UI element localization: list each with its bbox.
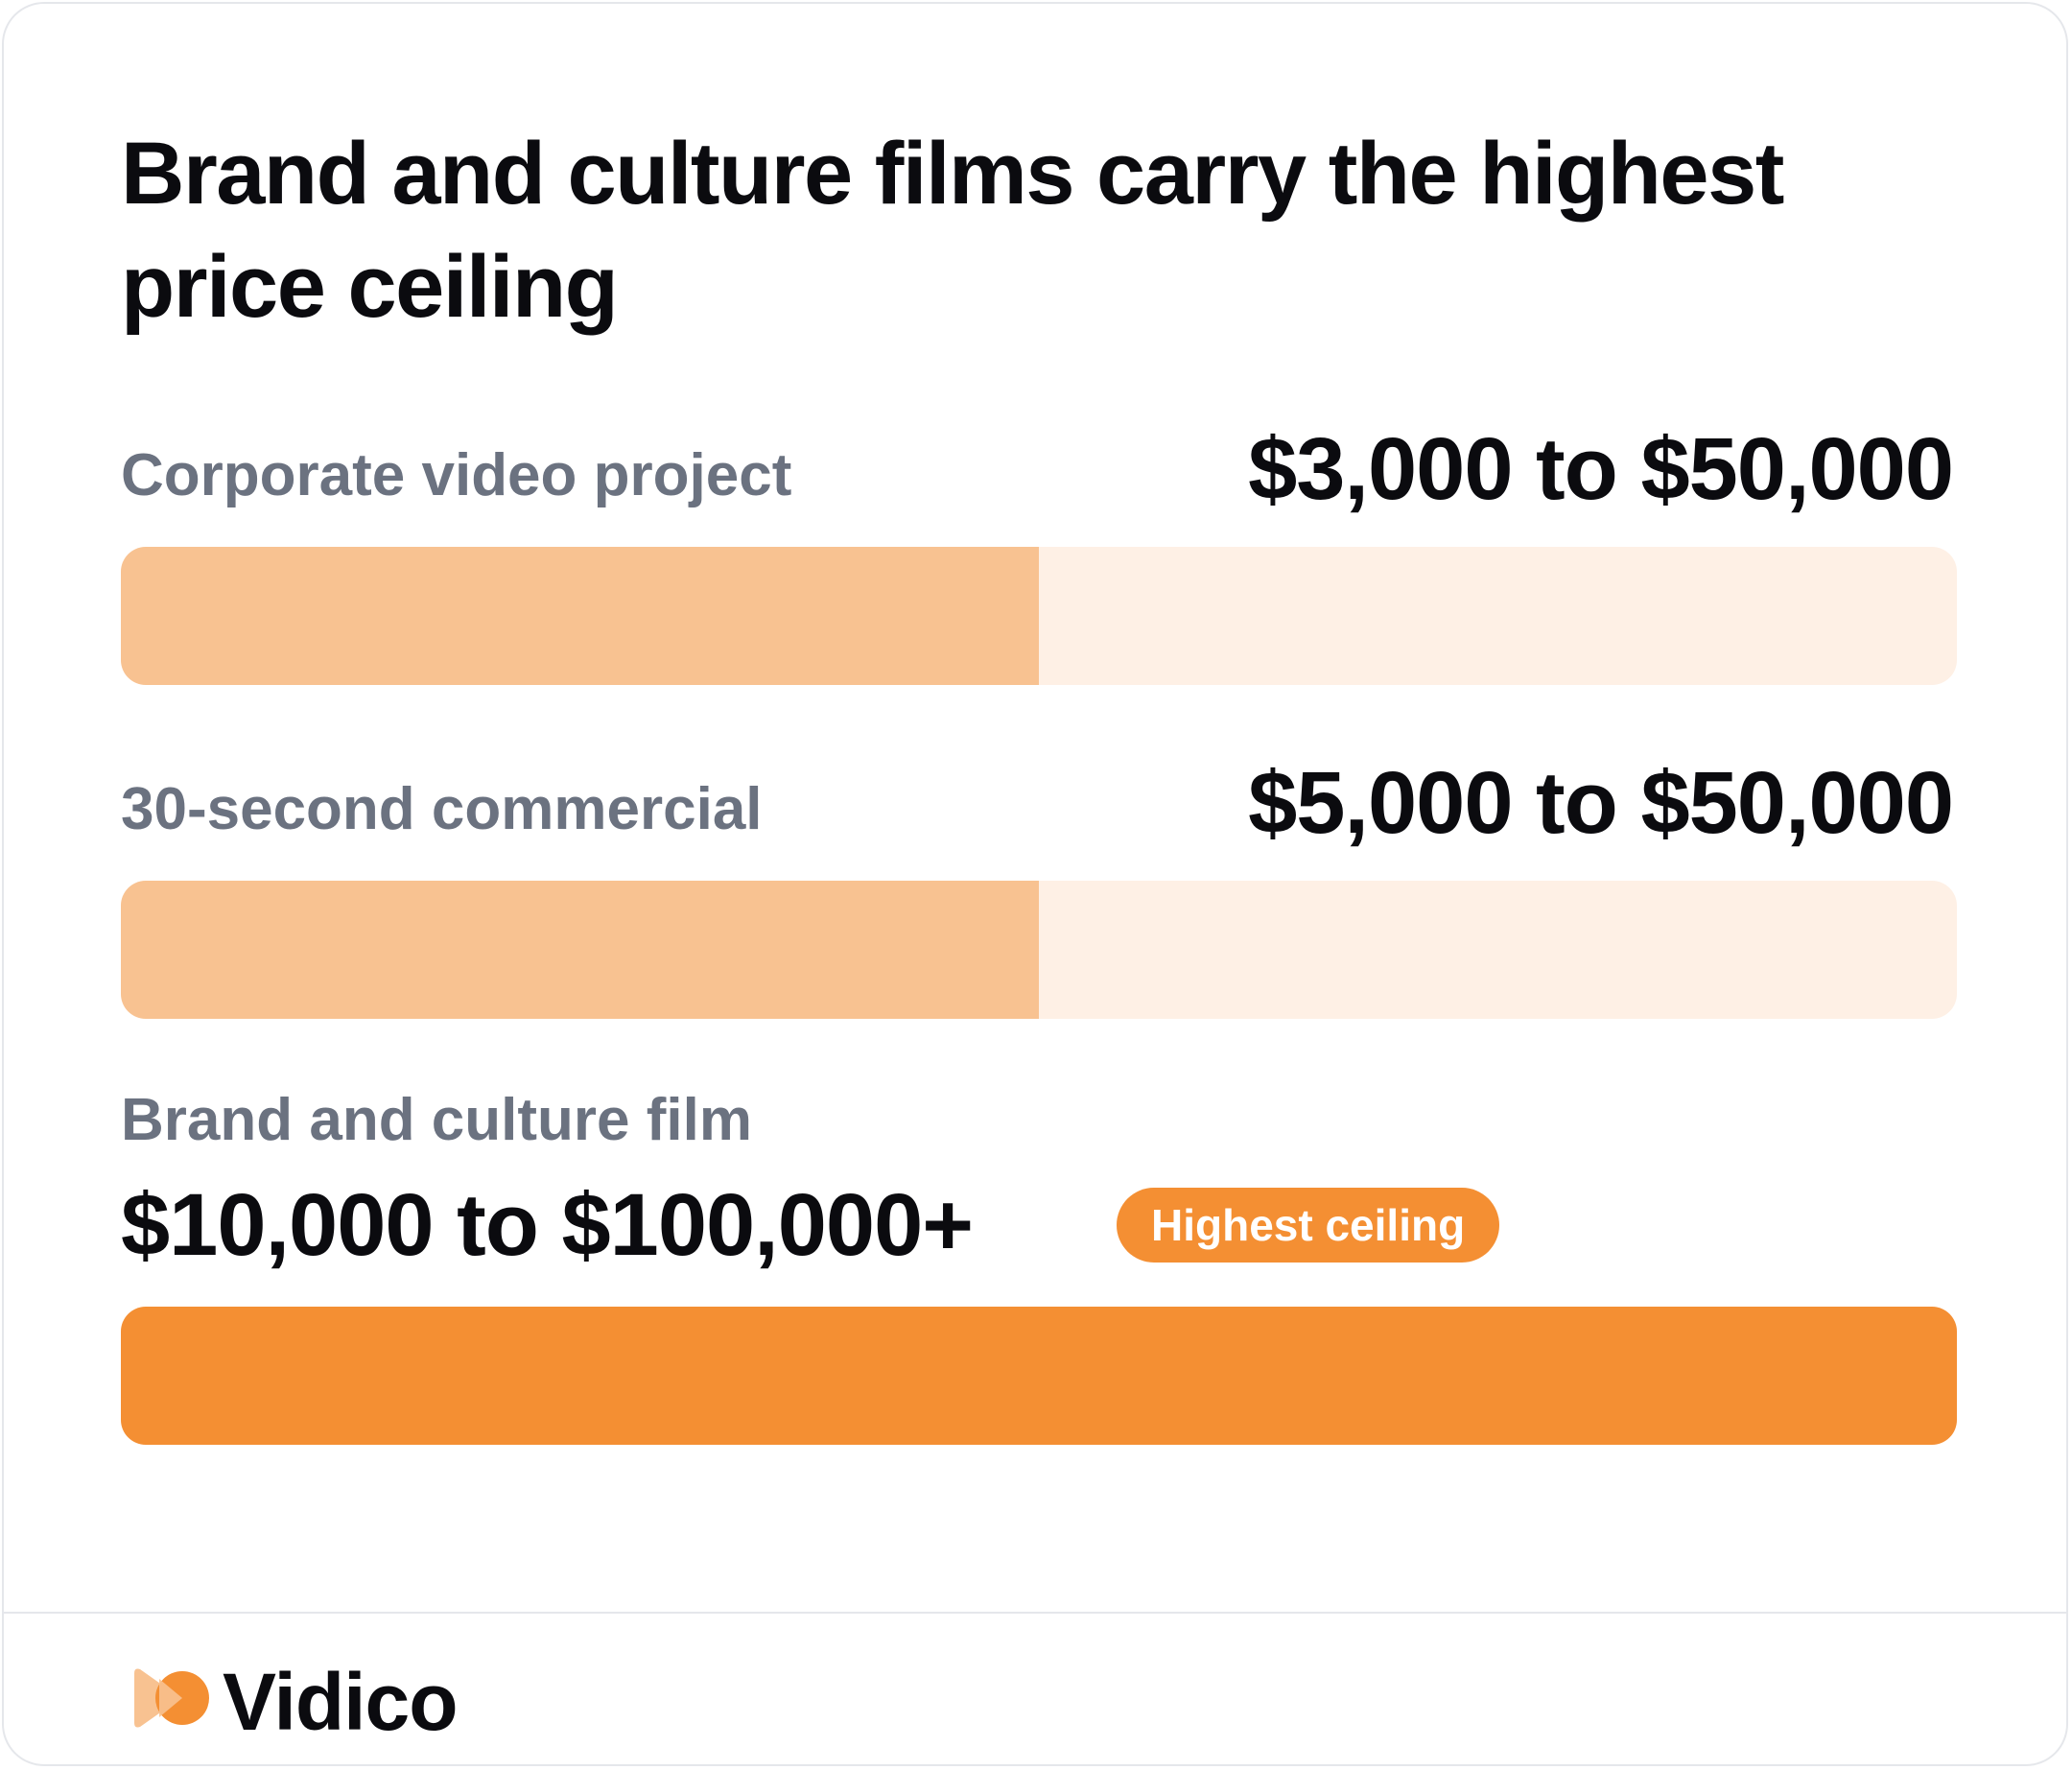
bar-track-brand-culture-film bbox=[121, 1307, 1957, 1445]
row-range-30-second-commercial: $5,000 to $50,000 bbox=[1248, 754, 1954, 852]
highest-ceiling-badge: Highest ceiling bbox=[1117, 1188, 1500, 1263]
bar-fill-brand-culture-film bbox=[121, 1307, 1957, 1445]
bar-fill-30-second-commercial bbox=[121, 881, 1039, 1019]
vidico-logo-text: Vidico bbox=[223, 1657, 459, 1747]
bar-fill-corporate-video bbox=[121, 547, 1039, 685]
footer-divider bbox=[4, 1612, 2066, 1614]
row-label-brand-culture-film: Brand and culture film bbox=[121, 1087, 752, 1153]
vidico-logo-icon bbox=[134, 1668, 209, 1728]
row-range-corporate-video: $3,000 to $50,000 bbox=[1248, 420, 1954, 518]
row-range-brand-culture-film: $10,000 to $100,000+ bbox=[121, 1176, 974, 1274]
row-label-corporate-video: Corporate video project bbox=[121, 442, 792, 508]
chart-title: Brand and culture films carry the highes… bbox=[121, 125, 1784, 336]
bar-track-30-second-commercial bbox=[121, 881, 1957, 1019]
bar-track-corporate-video bbox=[121, 547, 1957, 685]
row-label-30-second-commercial: 30-second commercial bbox=[121, 776, 763, 842]
